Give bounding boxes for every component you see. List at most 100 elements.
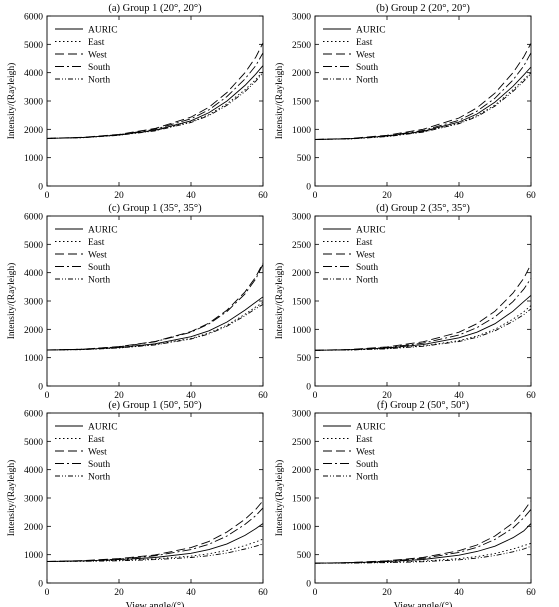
panel-d: (d) Group 2 (35°, 35°) 0 20 40 60 0 500 1000 150… [274, 203, 536, 401]
legend-label: North [356, 473, 378, 483]
legend-label: West [356, 51, 375, 61]
legend-label: North [356, 276, 378, 286]
legend: AURIC East West South North [323, 226, 386, 286]
y-tick-label: 2000 [292, 69, 311, 79]
x-tick-label: 20 [114, 191, 124, 201]
x-tick-label: 60 [526, 588, 536, 598]
series-line-east [46, 302, 264, 351]
legend-label: AURIC [356, 26, 386, 36]
legend-label: East [88, 238, 105, 248]
legend-label: North [356, 76, 378, 86]
series-line-west [314, 42, 532, 140]
x-tick-label: 40 [454, 588, 464, 598]
legend: AURIC East West South North [55, 26, 118, 86]
legend-label: East [356, 435, 373, 445]
legend-label: North [88, 276, 110, 286]
legend-label: AURIC [356, 423, 386, 433]
y-tick-label: 4000 [24, 69, 43, 79]
y-tick-label: 3000 [24, 495, 43, 505]
series-line-north [46, 304, 264, 351]
legend-label: AURIC [88, 26, 118, 36]
series-line-south [314, 52, 532, 140]
y-tick-label: 6000 [24, 13, 43, 23]
y-tick-label: 0 [38, 383, 43, 393]
legend-label: East [356, 38, 373, 48]
y-tick-label: 5000 [24, 241, 43, 251]
legend-label: AURIC [356, 226, 386, 236]
legend-label: East [88, 38, 105, 48]
x-tick-label: 40 [454, 191, 464, 201]
y-axis-label: Intensity/(Rayleigh) [6, 263, 17, 340]
y-axis-label: Intensity/(Rayleigh) [274, 263, 285, 340]
series-line-north [46, 543, 264, 562]
y-axis-label: Intensity/(Rayleigh) [6, 63, 17, 140]
y-tick-label: 2000 [24, 126, 43, 136]
chart-title: (e) Group 1 (50°, 50°) [108, 400, 202, 411]
x-tick-label: 0 [313, 588, 318, 598]
y-tick-label: 1000 [292, 326, 311, 336]
series-line-auric [314, 66, 532, 140]
y-tick-label: 1500 [292, 495, 311, 505]
y-tick-label: 2500 [292, 41, 311, 51]
series-line-north [314, 545, 532, 564]
legend: AURIC East West South North [323, 423, 386, 483]
legend-label: West [88, 51, 107, 61]
y-tick-label: 500 [297, 154, 312, 164]
series-line-west [314, 500, 532, 564]
legend-label: West [88, 448, 107, 458]
x-tick-label: 20 [382, 191, 392, 201]
legend-label: East [356, 238, 373, 248]
y-tick-label: 1000 [24, 551, 43, 561]
chart-title: (b) Group 2 (20°, 20°) [376, 3, 470, 14]
y-tick-label: 1000 [24, 354, 43, 364]
y-tick-label: 3000 [24, 298, 43, 308]
chart-title: (a) Group 1 (20°, 20°) [108, 3, 202, 14]
x-tick-label: 40 [186, 191, 196, 201]
y-axis-label: Intensity/(Rayleigh) [6, 460, 17, 537]
y-tick-label: 1000 [24, 154, 43, 164]
series-line-east [314, 542, 532, 564]
x-tick-label: 0 [313, 391, 318, 401]
legend-label: East [88, 435, 105, 445]
legend: AURIC East West South North [55, 226, 118, 286]
series-line-north [314, 73, 532, 140]
chart-title: (d) Group 2 (35°, 35°) [376, 203, 470, 214]
panel-c: (c) Group 1 (35°, 35°) 0 20 40 60 0 1000 2000 30… [6, 203, 268, 401]
panel-e: (e) Group 1 (50°, 50°) 0 20 40 60 0 1000 2000 30… [6, 400, 268, 607]
y-tick-label: 5000 [24, 41, 43, 51]
x-tick-label: 0 [45, 391, 50, 401]
legend: AURIC East West South North [55, 423, 118, 483]
y-tick-label: 4000 [24, 269, 43, 279]
y-tick-label: 1500 [292, 298, 311, 308]
y-tick-label: 500 [297, 354, 312, 364]
panel-f: (f) Group 2 (50°, 50°) 0 20 40 60 0 500 1000 150… [274, 400, 536, 607]
y-tick-label: 1500 [292, 98, 311, 108]
y-tick-label: 2000 [292, 466, 311, 476]
legend: AURIC East West South North [323, 26, 386, 86]
y-tick-label: 0 [306, 183, 311, 193]
legend-label: North [88, 76, 110, 86]
x-tick-label: 60 [258, 191, 268, 201]
panel-a: (a) Group 1 (20°, 20°) 0 20 40 60 0 1000 2000 30… [6, 3, 268, 201]
y-tick-label: 0 [38, 183, 43, 193]
legend-label: South [356, 263, 378, 273]
y-tick-label: 0 [306, 383, 311, 393]
y-tick-label: 3000 [292, 213, 311, 223]
legend-label: AURIC [88, 226, 118, 236]
series-line-east [46, 538, 264, 562]
legend-label: South [88, 460, 110, 470]
series-line-south [46, 264, 264, 351]
y-tick-label: 4000 [24, 466, 43, 476]
y-tick-label: 0 [38, 580, 43, 590]
y-tick-label: 1000 [292, 523, 311, 533]
legend-label: AURIC [88, 423, 118, 433]
panel-b: (b) Group 2 (20°, 20°) 0 20 40 60 0 500 1000 150… [274, 3, 536, 201]
series-line-west [46, 42, 264, 139]
series-line-west [46, 262, 264, 351]
series-line-auric [46, 65, 264, 139]
y-axis-label: Intensity/(Rayleigh) [274, 63, 285, 140]
legend-label: North [88, 473, 110, 483]
x-tick-label: 20 [114, 391, 124, 401]
x-tick-label: 60 [526, 191, 536, 201]
